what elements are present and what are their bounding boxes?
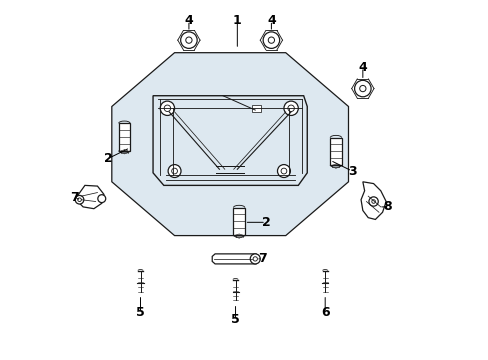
Circle shape [75,195,83,204]
Text: 3: 3 [347,165,356,177]
Circle shape [185,37,192,43]
Text: 4: 4 [184,14,193,27]
Circle shape [253,257,257,261]
Circle shape [359,85,365,92]
Circle shape [368,197,378,206]
Circle shape [164,105,170,112]
Text: 4: 4 [266,14,275,27]
Text: 5: 5 [231,313,240,327]
Circle shape [281,168,286,174]
Text: 4: 4 [358,60,366,73]
Text: 8: 8 [383,201,391,213]
Text: 7: 7 [258,252,266,265]
Circle shape [354,80,370,97]
Circle shape [284,101,298,116]
Text: 2: 2 [103,152,112,165]
Text: 1: 1 [232,14,241,27]
Circle shape [168,165,181,177]
Polygon shape [112,53,348,235]
Bar [119,123,130,150]
Text: 2: 2 [261,216,270,229]
Circle shape [171,168,177,174]
Text: 5: 5 [136,306,144,319]
Text: 6: 6 [320,306,329,319]
Circle shape [180,32,197,48]
FancyBboxPatch shape [251,105,260,112]
Text: 7: 7 [70,192,79,204]
Circle shape [160,101,174,116]
Circle shape [287,105,294,112]
Circle shape [98,195,105,203]
Circle shape [78,198,81,202]
Circle shape [250,254,260,264]
Bar [233,208,244,235]
Circle shape [263,32,279,48]
Circle shape [268,37,274,43]
Bar [329,138,341,165]
Circle shape [277,165,290,177]
Circle shape [371,200,375,203]
